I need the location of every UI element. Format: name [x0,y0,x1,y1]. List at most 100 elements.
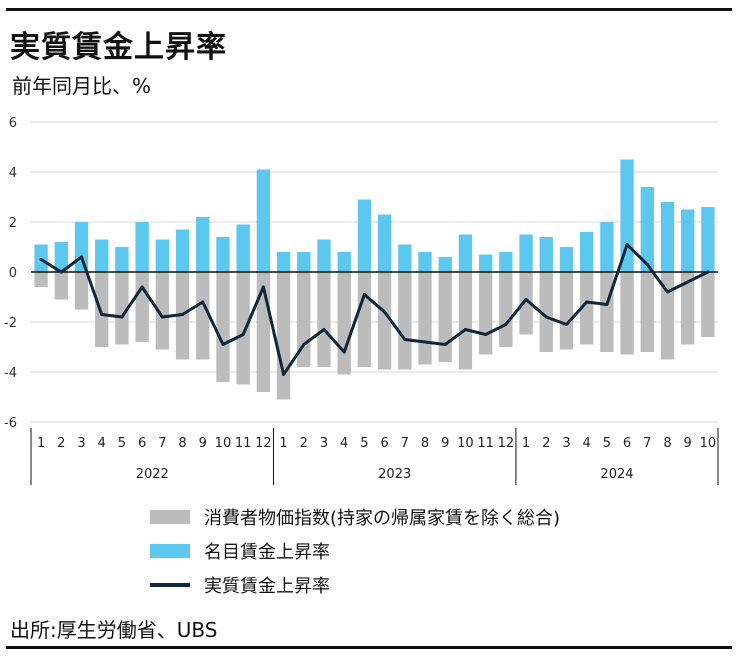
cpi-bar [660,272,675,360]
x-tick-label: 5 [603,436,611,451]
nominal-bar [337,252,351,272]
nominal-bar [398,244,412,272]
real-wage-point [80,255,84,259]
nominal-bar [579,232,594,272]
x-tick-label: 3 [77,436,85,451]
real-wage-point [524,298,528,301]
x-tick-label: 10 [215,436,232,451]
real-wage-point [564,323,568,326]
legend-label-real: 実質賃金上昇率 [204,576,330,597]
x-tick-label: 9 [684,436,692,451]
nominal-bar [135,222,149,272]
y-tick-label: -6 [4,416,17,431]
x-tick-label: 4 [583,436,591,451]
real-wage-point [322,328,326,331]
nominal-bar [377,214,392,272]
x-tick-label: 5 [360,436,368,451]
nominal-bar [660,202,675,272]
cpi-bar [196,272,210,360]
nominal-bar [458,234,473,272]
real-wage-point [605,303,609,306]
x-tick-label: 7 [158,436,166,451]
y-tick-label: 0 [9,266,17,281]
nominal-bar [357,199,372,272]
x-tick-label: 12 [498,436,515,451]
x-tick-label: 6 [380,436,388,451]
nominal-bar [438,257,452,272]
cpi-bar [438,272,452,362]
cpi-bar [95,272,109,347]
cpi-bar [539,272,553,352]
chart-legend: 消費者物価指数(持家の帰属家賃を除く総合) 名目賃金上昇率 実質賃金上昇率 [150,500,560,602]
cpi-bar [458,272,473,370]
nominal-bar [600,222,614,272]
nominal-bar [95,239,109,272]
cpi-bar [559,272,574,350]
real-wage-point [181,313,185,316]
nominal-bar [236,224,250,272]
chart-subtitle: 前年同月比、% [12,74,152,98]
real-wage-point [140,285,144,289]
nominal-bar [276,252,291,272]
nominal-bar [196,217,210,272]
real-wage-point [221,343,225,346]
source-note: 出所:厚生労働省、UBS [10,618,218,642]
nominal-bar [701,207,715,272]
nominal-bar [256,169,271,272]
cpi-bar [499,272,513,347]
nominal-bar [115,247,129,272]
x-tick-label: 8 [178,436,186,451]
x-tick-label: 4 [340,436,348,451]
legend-item-cpi: 消費者物価指数(持家の帰属家賃を除く総合) [150,500,560,534]
nominal-bar [519,234,533,272]
cpi-bar [216,272,230,382]
year-label: 2024 [600,467,633,482]
nominal-bar [499,252,513,272]
real-wage-point [585,300,589,304]
real-wage-point [241,333,245,336]
real-wage-point [39,258,43,261]
cpi-bar [357,272,372,367]
cpi-bar [620,272,634,355]
x-tick-label: 4 [98,436,106,451]
y-tick-label: 4 [9,166,17,181]
x-tick-label: 7 [643,436,651,451]
real-wage-point [100,313,104,316]
cpi-bar [579,272,594,345]
nominal-bar [640,187,654,272]
legend-swatch-cpi [150,510,190,524]
legend-label-cpi: 消費者物価指数(持家の帰属家賃を除く総合) [204,508,561,529]
real-wage-point [362,293,366,296]
nominal-bar [620,159,634,272]
year-label: 2023 [378,467,411,482]
nominal-bar [418,252,432,272]
cpi-bar [34,272,48,287]
cpi-bar [115,272,129,345]
nominal-bar [559,247,574,272]
x-tick-label: 12 [255,436,272,451]
cpi-bar [337,272,351,375]
nominal-bar [317,239,331,272]
real-wage-point [645,263,649,266]
legend-swatch-nominal [150,544,190,558]
x-tick-label: 11 [235,436,252,451]
legend-item-real: 実質賃金上昇率 [150,568,560,602]
cpi-bar [317,272,331,367]
nominal-bar [297,252,311,272]
chart-title: 実質賃金上昇率 [10,30,227,65]
cpi-bar [377,272,392,370]
x-tick-label: 1 [522,436,530,451]
x-tick-label: 11 [477,436,494,451]
real-wage-point [383,310,387,314]
y-tick-label: -4 [4,366,17,381]
x-tick-label: 10 [457,436,474,451]
real-wage-point [59,270,63,274]
real-wage-point [625,243,629,246]
real-wage-point [261,285,265,289]
cpi-bar [640,272,654,352]
nominal-bar [216,237,230,272]
real-wage-point [302,343,306,346]
x-tick-label: 9 [441,436,449,451]
real-wage-point [504,323,508,326]
